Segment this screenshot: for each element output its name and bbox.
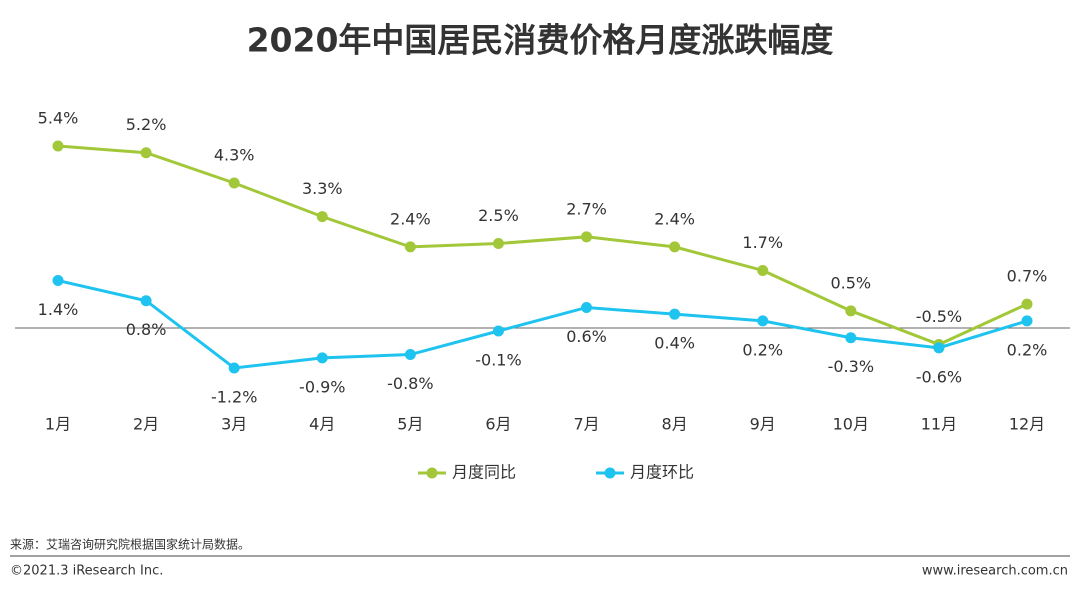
data-point: [316, 211, 328, 223]
data-point: [228, 177, 240, 189]
legend-marker: [426, 467, 438, 479]
data-point: [140, 295, 152, 307]
value-label: -0.3%: [828, 357, 874, 376]
data-point: [581, 231, 593, 243]
data-point: [492, 238, 504, 250]
value-label: 3.3%: [302, 179, 343, 198]
x-tick-label: 5月: [397, 415, 423, 434]
data-point: [669, 241, 681, 253]
value-label: -0.1%: [475, 351, 521, 370]
data-point: [140, 147, 152, 159]
value-label: 1.7%: [742, 233, 783, 252]
value-label: 2.4%: [654, 209, 695, 228]
data-point: [669, 308, 681, 320]
data-point: [404, 241, 416, 253]
value-label: -0.6%: [916, 367, 962, 386]
value-label: 0.2%: [1007, 340, 1048, 359]
value-label: 0.2%: [742, 340, 783, 359]
x-tick-label: 8月: [662, 415, 688, 434]
value-label: 0.7%: [1007, 267, 1048, 286]
value-label: 5.4%: [38, 109, 79, 128]
value-label: 0.8%: [126, 320, 167, 339]
data-point: [757, 315, 769, 327]
data-point: [228, 362, 240, 374]
copyright: ©2021.3 iResearch Inc.: [10, 564, 163, 579]
value-label: 5.2%: [126, 115, 167, 134]
value-label: -0.5%: [916, 307, 962, 326]
value-label: 4.3%: [214, 146, 255, 165]
source: 来源：艾瑞咨询研究院根据国家统计局数据。: [10, 537, 250, 552]
data-point: [492, 325, 504, 337]
value-label: -0.8%: [387, 374, 433, 393]
data-point: [52, 275, 64, 287]
series-line: [57, 144, 1028, 347]
value-label: 0.5%: [830, 273, 871, 292]
x-tick-label: 3月: [221, 415, 247, 434]
value-label: 2.7%: [566, 199, 607, 218]
value-label: 0.6%: [566, 327, 607, 346]
legend-label: 月度环比: [630, 463, 694, 482]
x-tick-label: 7月: [573, 415, 599, 434]
x-tick-label: 6月: [485, 415, 511, 434]
value-label: 2.4%: [390, 209, 431, 228]
data-point: [845, 305, 857, 317]
value-label: -0.9%: [299, 377, 345, 396]
value-label: 1.4%: [38, 300, 79, 319]
x-tick-label: 11月: [921, 415, 957, 434]
legend-label: 月度同比: [452, 463, 516, 482]
x-tick-label: 1月: [45, 415, 71, 434]
data-point: [1021, 298, 1033, 310]
data-point: [845, 332, 857, 344]
legend-marker: [604, 467, 616, 479]
data-point: [933, 342, 945, 354]
website: www.iresearch.com.cn: [922, 564, 1068, 579]
value-label: 0.4%: [654, 334, 695, 353]
x-tick-label: 12月: [1009, 415, 1045, 434]
series-line: [57, 279, 1028, 370]
data-point: [404, 349, 416, 361]
data-point: [581, 301, 593, 313]
x-tick-label: 10月: [833, 415, 869, 434]
x-tick-label: 2月: [133, 415, 159, 434]
data-point: [1021, 315, 1033, 327]
data-point: [52, 140, 64, 152]
chart-title: 2020年中国居民消费价格月度涨跌幅度: [247, 21, 834, 60]
x-tick-label: 4月: [309, 415, 335, 434]
x-tick-label: 9月: [750, 415, 776, 434]
value-label: -1.2%: [211, 388, 257, 407]
data-point: [757, 264, 769, 276]
data-point: [316, 352, 328, 364]
value-label: 2.5%: [478, 206, 519, 225]
